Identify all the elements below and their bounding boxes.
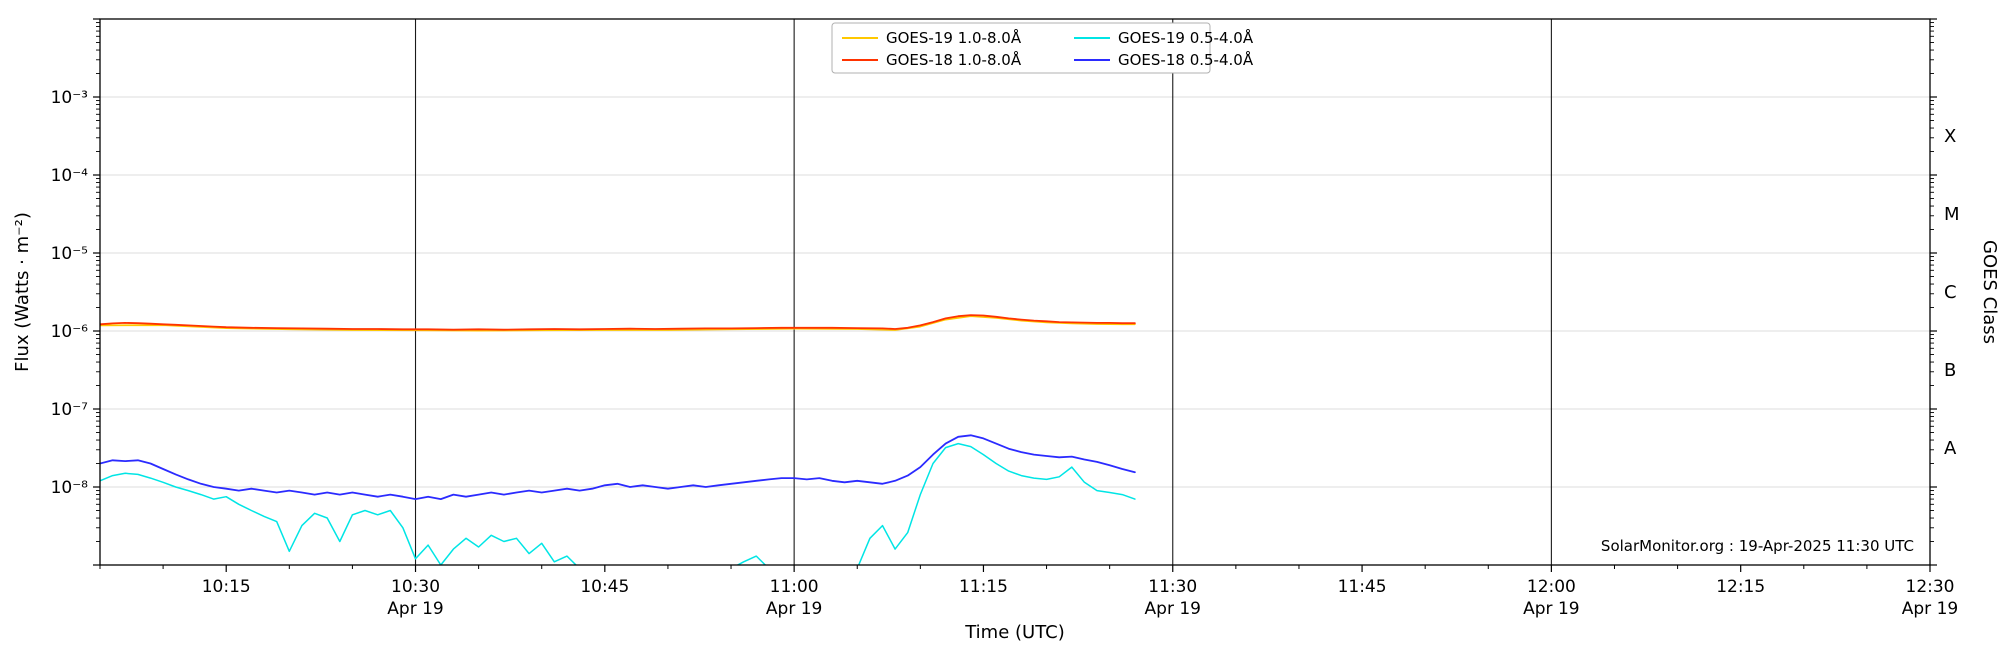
x-day-label: Apr 19 — [387, 599, 443, 619]
legend: GOES-19 1.0-8.0Å GOES-18 1.0-8.0Å GOES-19 … — [831, 22, 1254, 74]
x-day-label: Apr 19 — [1902, 599, 1958, 619]
x-tick-label: 11:00 — [770, 577, 819, 597]
legend-item-goes-19-0-5-4-0: GOES-19 0.5-4.0Å — [1074, 28, 1254, 47]
vertical-time-lines — [414, 19, 1552, 565]
right-axis-title: GOES Class — [1979, 240, 2000, 344]
goes-class-b: B — [1944, 360, 1956, 381]
x-tick-label: 11:15 — [959, 577, 1008, 597]
x-axis: 10:15 10:30 10:45 11:00 11:15 11:30 11:45 12:00… — [99, 565, 1958, 619]
y-tick-label: 10⁻⁵ — [51, 244, 88, 264]
legend-label: GOES-19 1.0-8.0Å — [886, 28, 1022, 47]
x-tick-label: 11:30 — [1148, 577, 1197, 597]
x-tick-label: 12:30 — [1906, 577, 1955, 597]
x-tick-label: 12:00 — [1527, 577, 1576, 597]
legend-item-goes-18-0-5-4-0: GOES-18 0.5-4.0Å — [1074, 50, 1254, 69]
goes-class-a: A — [1944, 438, 1957, 459]
legend-item-goes-19-1-0-8-0: GOES-19 1.0-8.0Å — [842, 28, 1022, 47]
y-axis-title: Flux (Watts · m⁻²) — [12, 212, 33, 372]
goes-class-c: C — [1944, 282, 1957, 303]
y-tick-label: 10⁻⁸ — [51, 478, 89, 498]
x-tick-label: 10:15 — [202, 577, 251, 597]
source-annotation: SolarMonitor.org : 19-Apr-2025 11:30 UTC — [1601, 537, 1914, 555]
series-goes-18-1-0-8-0 — [100, 314, 1136, 331]
goes-class-labels: X M C B A — [1944, 126, 1960, 459]
goes-class-m: M — [1944, 204, 1960, 225]
x-tick-label: 10:45 — [580, 577, 629, 597]
goes-class-x: X — [1944, 126, 1956, 147]
series-lines — [100, 314, 1136, 565]
legend-label: GOES-18 1.0-8.0Å — [886, 50, 1022, 69]
legend-label: GOES-19 0.5-4.0Å — [1118, 28, 1254, 47]
legend-label: GOES-18 0.5-4.0Å — [1118, 50, 1254, 69]
legend-frame — [831, 22, 1211, 74]
x-day-label: Apr 19 — [1145, 599, 1201, 619]
plot-border — [99, 18, 1931, 566]
y-tick-label: 10⁻³ — [51, 88, 88, 108]
x-tick-label: 11:45 — [1338, 577, 1387, 597]
x-day-label: Apr 19 — [1523, 599, 1579, 619]
y-tick-label: 10⁻⁴ — [51, 166, 89, 186]
x-tick-label: 10:30 — [391, 577, 440, 597]
plot-background — [100, 19, 1930, 565]
series-goes-19-0-5-4-0 — [100, 442, 1136, 565]
x-axis-title: Time (UTC) — [964, 622, 1065, 643]
y-tick-label: 10⁻⁷ — [51, 400, 89, 420]
y-axis: 10⁻³ 10⁻⁴ 10⁻⁵ 10⁻⁶ 10⁻⁷ 10⁻⁸ — [51, 18, 1937, 566]
legend-item-goes-18-1-0-8-0: GOES-18 1.0-8.0Å — [842, 50, 1022, 69]
series-goes-19-1-0-8-0 — [100, 315, 1136, 332]
series-goes-18-0-5-4-0 — [100, 434, 1136, 501]
y-tick-label: 10⁻⁶ — [51, 322, 89, 342]
x-tick-label: 12:15 — [1716, 577, 1765, 597]
x-day-label: Apr 19 — [766, 599, 822, 619]
